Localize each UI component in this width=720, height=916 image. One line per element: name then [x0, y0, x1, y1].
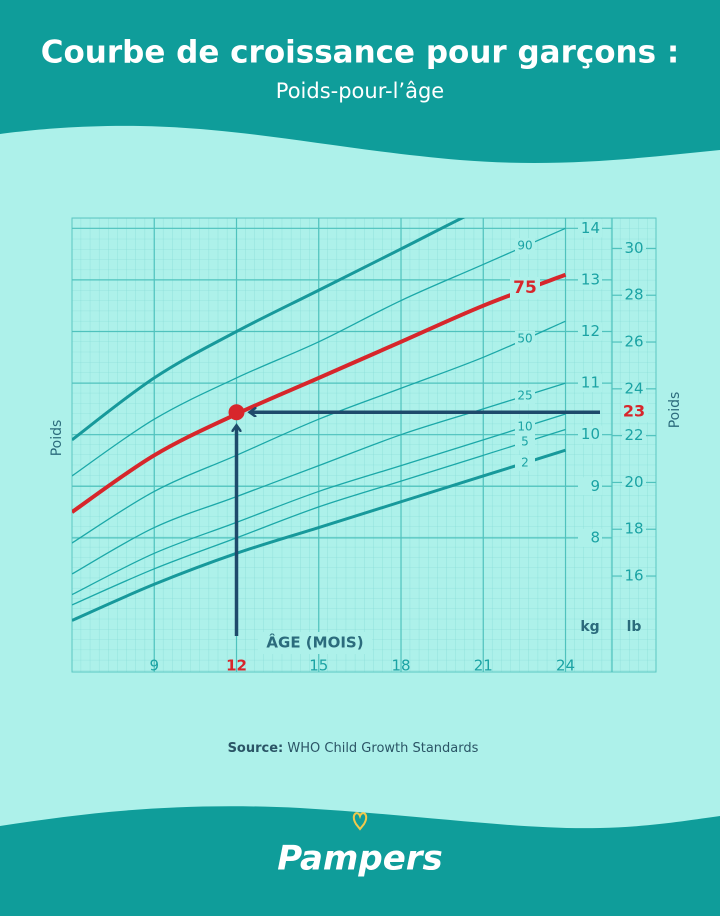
highlight-label-bg [622, 402, 648, 423]
y-tick-label: 10 [581, 425, 600, 443]
x-tick-label: 15 [309, 657, 328, 675]
curve-label-bg [510, 276, 540, 299]
curve-label-bg [515, 454, 535, 471]
y2-tick-label: 24 [624, 379, 643, 397]
tick-label-bg [578, 374, 602, 393]
percentile-line [72, 382, 566, 575]
y-tick-label: 8 [590, 528, 600, 546]
y2-tick-label: 26 [624, 333, 643, 351]
x-tick-label: 12 [226, 657, 247, 675]
tick-label-bg [578, 425, 602, 444]
curve-label-bg [515, 238, 535, 255]
y2-unit: lb [627, 619, 642, 635]
y-tick-label: 9 [590, 477, 600, 495]
header-band [0, 0, 720, 163]
curve-label: 75 [513, 278, 537, 298]
y-tick-label: 13 [581, 270, 600, 288]
y2-tick-label: 30 [624, 239, 643, 257]
x-tick-label: 9 [149, 657, 159, 675]
x-label-bg [258, 632, 372, 654]
highlight-label: 23 [623, 402, 645, 421]
curve-label-bg [515, 418, 535, 435]
curve-label: 10 [517, 419, 532, 433]
y2-tick-label: 16 [624, 567, 643, 585]
tick-label-bg [578, 528, 602, 547]
tick-label-bg [578, 219, 602, 238]
y2-tick-label: 20 [624, 473, 643, 491]
y2-axis-label: Poids [667, 392, 683, 429]
logo-heart [352, 812, 368, 831]
curve-label-bg [515, 434, 535, 451]
footer-band [0, 806, 720, 916]
percentile-line [72, 428, 566, 606]
y2-tick-label: 28 [624, 286, 643, 304]
highlight-point [228, 404, 245, 421]
brand: Pampers [277, 839, 443, 879]
source-label: Source: [228, 741, 284, 756]
curve-label: 50 [517, 331, 532, 345]
plot-area [71, 217, 657, 673]
percentile-line [72, 227, 566, 477]
y-axis-label: Poids [49, 420, 65, 457]
curve-label: 5 [521, 435, 529, 449]
y2-tick-label: 22 [624, 426, 643, 444]
y-tick-label: 12 [581, 322, 600, 340]
curve-label-bg [515, 387, 535, 404]
tick-label-bg [578, 322, 602, 341]
curve-label: 2 [521, 455, 529, 469]
subtitle: Poids-pour-l’âge [276, 79, 444, 103]
curve-label: 25 [517, 388, 532, 402]
percentile-line [72, 272, 567, 514]
x-tick-label: 24 [556, 657, 575, 675]
y-tick-label: 11 [581, 374, 600, 392]
plot: 9 12 15 18 21 24 8 9 10 11 12 13 14 16 18 20 22 24 26 28 30 2… [49, 218, 683, 675]
curves [72, 218, 567, 622]
percentile-line [72, 448, 566, 622]
x-axis-label: ÂGE (MOIS) [266, 633, 363, 652]
percentile-line [72, 218, 466, 442]
source-text: WHO Child Growth Standards [287, 741, 478, 756]
curve-label: 90 [517, 239, 532, 253]
percentile-line [72, 413, 566, 596]
title: Courbe de croissance pour garçons : [41, 35, 680, 71]
x-tick-label: 18 [391, 657, 410, 675]
source: Source: WHO Child Growth Standards [228, 741, 479, 756]
x-tick-label: 21 [474, 657, 493, 675]
y-unit: kg [580, 619, 599, 635]
curve-label-bg [515, 330, 535, 347]
tick-label-bg [578, 270, 602, 289]
percentile-line [72, 320, 566, 544]
tick-label-bg [578, 477, 602, 496]
y-tick-label: 14 [581, 219, 600, 237]
y2-tick-label: 18 [624, 520, 643, 538]
